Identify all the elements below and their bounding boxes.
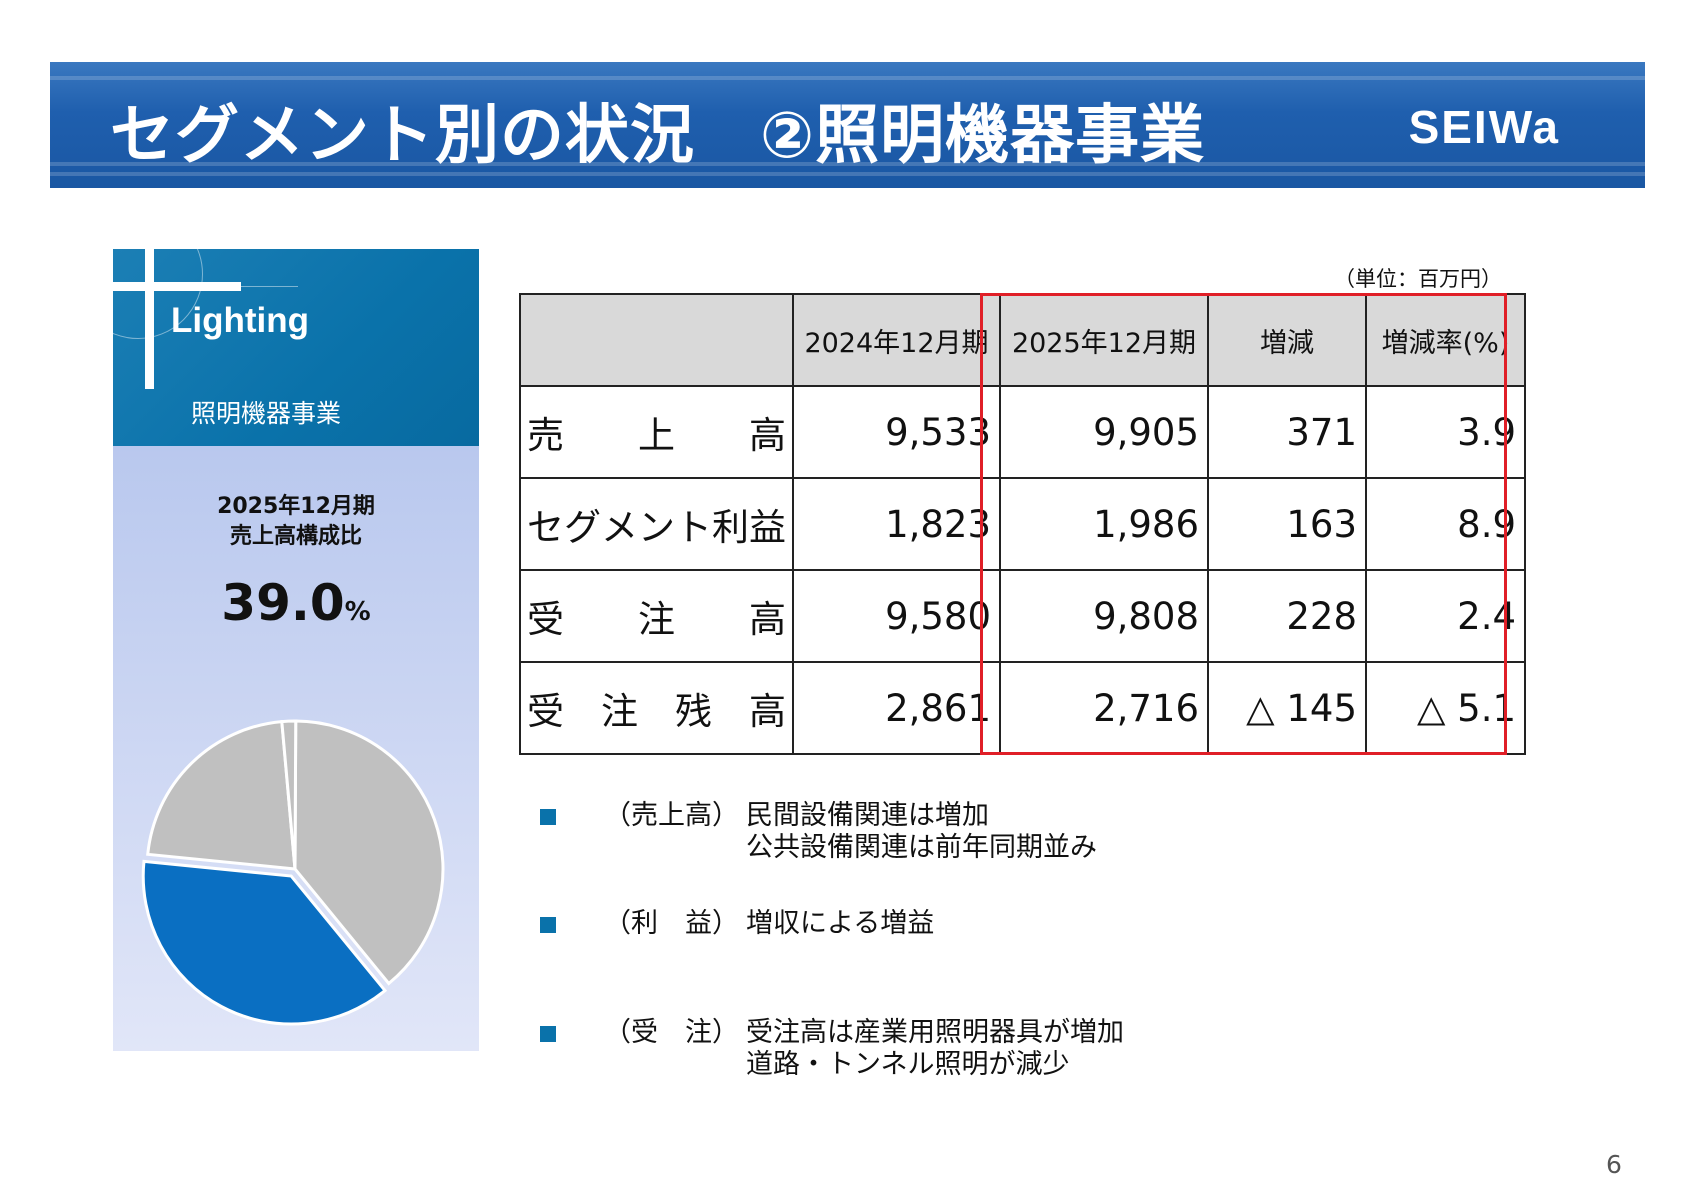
- table-cell: 1,986: [999, 477, 1209, 571]
- table-row: 受 注 残 高 2,861 2,716 △ 145 △ 5.1: [519, 661, 1526, 755]
- decorative-line: [203, 286, 298, 287]
- bullet-square-icon: [540, 1026, 556, 1042]
- banner-stripe: [50, 76, 1645, 80]
- segment-heading: Lighting: [171, 301, 310, 340]
- commentary-line: 受注高は産業用照明器具が増加: [746, 1017, 1124, 1048]
- results-table: 2024年12月期 2025年12月期 増減 増減率(%) 売 上 高 9,53…: [519, 293, 1526, 755]
- commentary-text: 受注高は産業用照明器具が増加 道路・トンネル照明が減少: [746, 1017, 1124, 1081]
- table-cell: 228: [1207, 569, 1367, 663]
- banner-stripe: [50, 162, 1645, 166]
- table-cell: 8.9: [1365, 477, 1526, 571]
- pie-slice-4: [280, 719, 298, 870]
- commentary-line: 増収による増益: [746, 908, 935, 939]
- decorative-cross-horizontal: [113, 282, 241, 291]
- row-label-char: セグメント利益: [527, 506, 786, 549]
- commentary-line: 公共設備関連は前年同期並み: [746, 832, 1097, 863]
- table-header-row: 2024年12月期 2025年12月期 増減 増減率(%): [519, 293, 1526, 387]
- table-header-cell: 2024年12月期: [792, 293, 1001, 387]
- commentary-tag: （受 注）: [604, 1017, 739, 1048]
- page-title: セグメント別の状況 ②照明機器事業: [110, 99, 1206, 173]
- segment-panel-body: 2025年12月期 売上高構成比 39.0%: [113, 446, 479, 1051]
- table-cell: 9,580: [792, 569, 1001, 663]
- pie-slice-3: [146, 719, 297, 871]
- table-cell: 3.9: [1365, 385, 1526, 479]
- commentary-tag: （利 益）: [604, 908, 739, 939]
- segment-panel: Lighting 照明機器事業 2025年12月期 売上高構成比 39.0%: [113, 249, 479, 1051]
- row-label: 受 注 残 高: [519, 661, 794, 755]
- commentary-tag: （売上高）: [604, 800, 739, 831]
- table-cell: 9,905: [999, 385, 1209, 479]
- sales-ratio-label-line1: 2025年12月期: [217, 494, 375, 519]
- sales-ratio-number: 39.0: [221, 574, 345, 632]
- row-label: 受 注 高: [519, 569, 794, 663]
- decorative-cross-vertical: [145, 249, 154, 389]
- commentary-line: 道路・トンネル照明が減少: [746, 1049, 1070, 1080]
- pie-slice-2: [141, 859, 388, 1026]
- commentary-text: 民間設備関連は増加 公共設備関連は前年同期並み: [746, 800, 1097, 864]
- table-cell: 371: [1207, 385, 1367, 479]
- header-banner: セグメント別の状況 ②照明機器事業 SEIWa: [50, 62, 1645, 188]
- row-label-char: 残: [675, 690, 712, 733]
- unit-label: （単位：百万円）: [1334, 267, 1502, 291]
- row-label-char: 受: [527, 598, 564, 641]
- table-cell: 1,823: [792, 477, 1001, 571]
- banner-stripe: [50, 172, 1645, 176]
- table-header-cell: [519, 293, 794, 387]
- table-row: セグメント利益 1,823 1,986 163 8.9: [519, 477, 1526, 571]
- table-cell: △ 145: [1207, 661, 1367, 755]
- table-header-cell: 増減率(%): [1365, 293, 1526, 387]
- pie-slice-1: [293, 719, 445, 986]
- table-cell: 9,533: [792, 385, 1001, 479]
- bullet-square-icon: [540, 809, 556, 825]
- table-cell: 2.4: [1365, 569, 1526, 663]
- commentary-line: 民間設備関連は増加: [746, 800, 989, 831]
- sales-ratio-value: 39.0%: [113, 574, 479, 632]
- row-label-char: 注: [601, 690, 638, 733]
- segment-panel-header: Lighting 照明機器事業: [113, 249, 479, 446]
- table-row: 受 注 高 9,580 9,808 228 2.4: [519, 569, 1526, 663]
- sales-composition-pie: [141, 719, 445, 1026]
- bullet-square-icon: [540, 917, 556, 933]
- row-label-char: 高: [749, 690, 786, 733]
- sales-ratio-label: 2025年12月期 売上高構成比: [113, 492, 479, 552]
- commentary-text: 増収による増益: [746, 908, 934, 940]
- row-label: セグメント利益: [519, 477, 794, 571]
- table-header-cell: 2025年12月期: [999, 293, 1209, 387]
- sales-ratio-label-line2: 売上高構成比: [229, 524, 362, 549]
- row-label-char: 売: [527, 414, 564, 457]
- row-label-char: 注: [638, 598, 675, 641]
- table-cell: 163: [1207, 477, 1367, 571]
- table-row: 売 上 高 9,533 9,905 371 3.9: [519, 385, 1526, 479]
- row-label: 売 上 高: [519, 385, 794, 479]
- table-cell: 2,861: [792, 661, 1001, 755]
- row-label-char: 上: [638, 414, 675, 457]
- table-cell: △ 5.1: [1365, 661, 1526, 755]
- table-cell: 9,808: [999, 569, 1209, 663]
- row-label-char: 高: [749, 598, 786, 641]
- table-cell: 2,716: [999, 661, 1209, 755]
- company-logo: SEIWa: [1408, 101, 1560, 153]
- sales-ratio-unit: %: [344, 597, 371, 627]
- row-label-char: 受: [527, 690, 564, 733]
- segment-subheading: 照明機器事業: [191, 399, 342, 428]
- row-label-char: 高: [749, 414, 786, 457]
- table-header-cell: 増減: [1207, 293, 1367, 387]
- page-number: 6: [1606, 1150, 1622, 1179]
